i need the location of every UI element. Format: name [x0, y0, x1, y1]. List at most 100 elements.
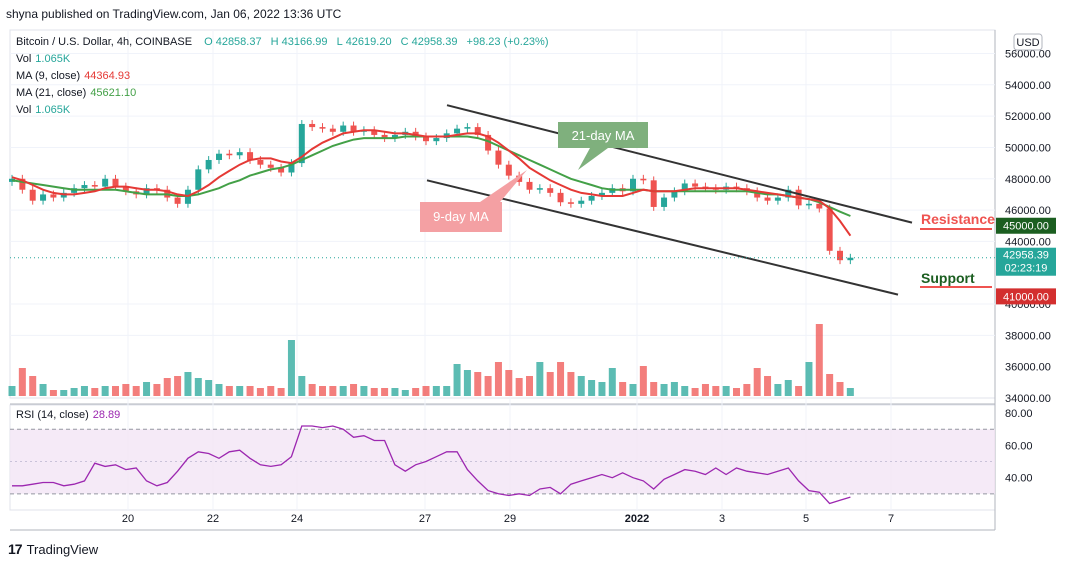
- ma9-callout-box: [420, 170, 527, 232]
- price-tick-label: 38000.00: [1005, 330, 1051, 342]
- candle-body: [226, 153, 233, 156]
- rsi-line: [12, 425, 851, 505]
- candle-body: [785, 189, 792, 198]
- candle-body: [640, 178, 647, 181]
- volume-bar: [484, 376, 492, 396]
- ohlc-legend: Bitcoin / U.S. Dollar, 4h, COINBASE O 428…: [16, 36, 552, 48]
- candle-body: [464, 127, 471, 129]
- candle-body: [391, 134, 398, 139]
- candle-body: [102, 178, 109, 187]
- rsi-tick-label: 60.00: [1005, 440, 1033, 452]
- tradingview-logo-icon: 17: [8, 541, 23, 557]
- support-tag-label: 41000.00: [1003, 291, 1049, 303]
- ma21-callout-box: [558, 122, 648, 170]
- time-tick-label: 29: [504, 513, 516, 525]
- candle-body: [630, 178, 636, 192]
- price-tick-label: 56000.00: [1005, 48, 1051, 60]
- candle-body: [526, 181, 533, 190]
- volume-bar: [277, 388, 285, 396]
- price-tick-label: 52000.00: [1005, 111, 1051, 123]
- candle-body: [774, 197, 781, 201]
- volume-bar: [246, 386, 254, 396]
- candle-body: [578, 200, 585, 204]
- volume-bar: [122, 384, 130, 396]
- candle-body: [257, 159, 264, 165]
- ma21-label: MA (21, close): [16, 87, 87, 99]
- volume-bar: [795, 386, 803, 396]
- volume-bar: [391, 388, 399, 396]
- volume-bar: [236, 386, 244, 396]
- tradingview-brand[interactable]: 17 TradingView: [8, 541, 98, 557]
- volume-bar: [733, 388, 740, 396]
- candle-body: [91, 185, 98, 187]
- volume-bar: [753, 368, 761, 396]
- candle-body: [381, 134, 388, 139]
- candle-body: [588, 195, 595, 201]
- volume-bar: [805, 362, 813, 396]
- volume-bar: [608, 368, 616, 396]
- volume-bar: [846, 388, 854, 396]
- volume-bar: [39, 384, 47, 396]
- volume-bar: [194, 378, 202, 396]
- volume-bar: [370, 388, 378, 396]
- candle-body: [567, 202, 574, 204]
- volume-bar: [80, 386, 88, 396]
- candle-body: [536, 188, 543, 190]
- volume-bar: [29, 376, 37, 396]
- volume-bar: [308, 384, 316, 396]
- volume-bar: [8, 386, 16, 396]
- candle-body: [661, 197, 668, 207]
- candle-body: [216, 153, 222, 160]
- price-tick-label: 54000.00: [1005, 80, 1051, 92]
- vol-value: 1.065K: [35, 53, 71, 65]
- ma21-value: 45621.10: [90, 87, 137, 99]
- ma9-value: 44364.93: [84, 70, 131, 82]
- rsi-tick-label: 80.00: [1005, 408, 1033, 420]
- candle-body: [495, 150, 502, 165]
- vol2-label: Vol: [16, 104, 32, 116]
- volume-bar: [319, 386, 326, 396]
- candle-body: [805, 203, 812, 206]
- volume-bar: [650, 382, 658, 396]
- candle-body: [598, 192, 605, 196]
- candle-body: [205, 159, 212, 170]
- volume-bar: [826, 374, 834, 396]
- volume-bar: [132, 386, 140, 396]
- brand-name: TradingView: [26, 541, 99, 557]
- volume-bar: [536, 362, 544, 396]
- candle-body: [319, 127, 326, 129]
- volume-bar: [453, 364, 461, 396]
- volume-bar: [505, 370, 513, 396]
- candle-body: [19, 178, 26, 190]
- volume-bar: [205, 380, 213, 396]
- low-label: L: [336, 36, 343, 48]
- candle-body: [650, 180, 657, 207]
- volume-bar: [567, 372, 575, 396]
- price-tick-label: 50000.00: [1005, 142, 1051, 154]
- ma21-callout-label: 21-day MA: [572, 128, 635, 143]
- volume-bar: [619, 382, 627, 396]
- volume-bar: [350, 384, 358, 396]
- volume-bar: [836, 382, 844, 396]
- volume-bar: [360, 386, 368, 396]
- time-tick-label: 5: [803, 513, 809, 525]
- volume-bar: [401, 390, 409, 396]
- volume-bar: [184, 372, 192, 396]
- volume-legend: Vol 1.065K: [16, 53, 70, 65]
- candle-body: [371, 130, 378, 135]
- candle-body: [174, 197, 181, 204]
- price-tick-label: 34000.00: [1005, 393, 1051, 405]
- volume-bar: [267, 386, 275, 396]
- volume-bar: [60, 390, 68, 396]
- candle-body: [247, 152, 254, 160]
- vol-label: Vol: [16, 53, 32, 65]
- candle-body: [288, 163, 295, 173]
- time-tick-label: 24: [291, 513, 303, 525]
- volume-bar: [629, 384, 637, 396]
- candle-body: [454, 128, 461, 134]
- candle-body: [764, 197, 771, 201]
- volume-bar: [743, 384, 751, 396]
- volume-bar: [474, 372, 482, 396]
- volume-bar: [49, 390, 57, 396]
